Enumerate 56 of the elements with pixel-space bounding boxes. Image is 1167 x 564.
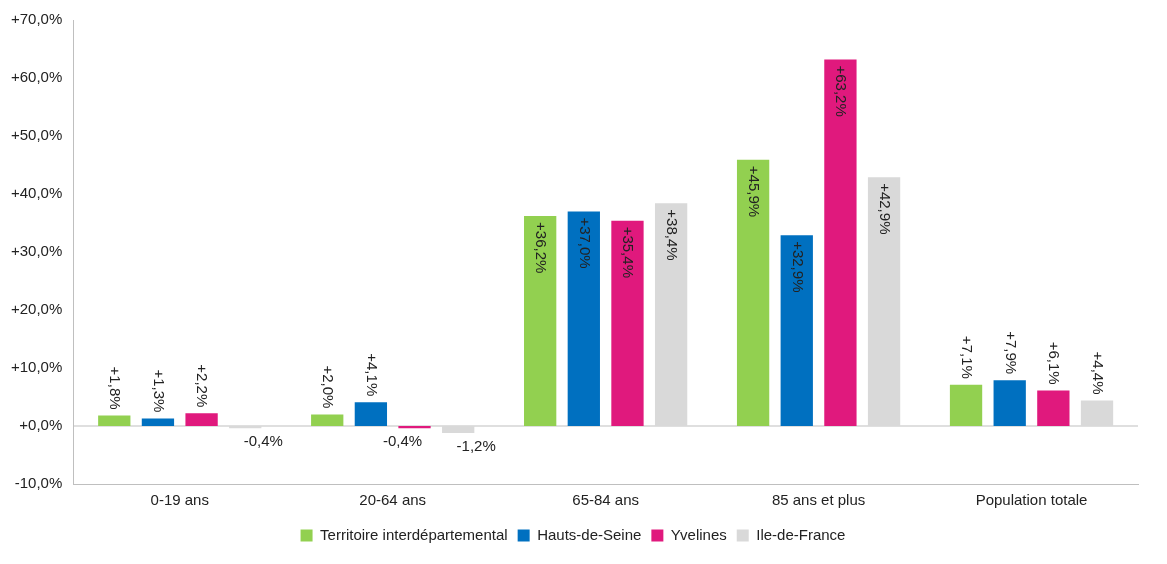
data-label: +37,0%	[576, 217, 594, 269]
bar	[993, 380, 1026, 426]
data-label: +1,8%	[107, 366, 125, 410]
bar	[98, 415, 131, 426]
data-label: +2,2%	[194, 364, 212, 408]
bar	[185, 413, 218, 426]
bar	[949, 384, 983, 426]
x-tick-label: Population totale	[975, 491, 1088, 509]
bar	[736, 159, 770, 426]
data-label: +2,0%	[320, 365, 338, 409]
data-label: +38,4%	[663, 209, 681, 261]
bar	[442, 426, 475, 433]
bar	[1037, 390, 1070, 426]
data-label: +4,4%	[1089, 351, 1107, 395]
x-tick-label: 65-84 ans	[572, 491, 640, 509]
y-tick-label: +50,0%	[10, 126, 63, 144]
bar	[780, 235, 813, 426]
data-label: +63,2%	[833, 65, 851, 117]
bar	[141, 418, 175, 426]
y-tick-label: +40,0%	[10, 184, 63, 202]
y-tick-label: +10,0%	[10, 358, 63, 376]
x-tick-label: 0-19 ans	[150, 491, 209, 509]
y-tick-label: +20,0%	[10, 300, 63, 318]
data-label: +45,9%	[745, 165, 763, 218]
y-tick-label: +70,0%	[10, 10, 63, 28]
bar	[1080, 400, 1114, 426]
bar	[567, 211, 600, 426]
bar	[311, 414, 344, 426]
bar	[611, 220, 644, 426]
data-label: +7,9%	[1002, 331, 1020, 375]
x-tick-label: 20-64 ans	[359, 491, 427, 509]
data-label: -0,4%	[243, 431, 283, 449]
data-label: +42,9%	[876, 183, 894, 235]
y-tick-label: -10,0%	[14, 474, 63, 492]
bar	[354, 402, 388, 426]
y-tick-label: +60,0%	[10, 68, 63, 86]
x-tick-label: 85 ans et plus	[771, 491, 866, 509]
data-label: -0,4%	[382, 431, 423, 449]
data-label: +1,3%	[150, 369, 168, 413]
bar	[524, 216, 557, 426]
legend-label: Yvelines	[670, 525, 727, 543]
bar	[824, 59, 857, 426]
data-label: +6,1%	[1046, 341, 1064, 385]
data-label: +4,1%	[363, 353, 381, 397]
data-label: +7,1%	[958, 335, 976, 379]
legend-label: Ile-de-France	[756, 525, 846, 543]
y-tick-label: +30,0%	[10, 242, 63, 260]
legend-label: Territoire interdépartemental	[320, 525, 508, 543]
legend-label: Hauts-de-Seine	[537, 525, 642, 543]
data-label: +35,4%	[620, 226, 638, 278]
data-label: +32,9%	[789, 241, 807, 293]
y-tick-label: +0,0%	[19, 416, 63, 434]
bar	[867, 177, 901, 426]
data-label: -1,2%	[456, 436, 496, 454]
data-label: +36,2%	[533, 222, 551, 274]
bar	[654, 203, 688, 426]
